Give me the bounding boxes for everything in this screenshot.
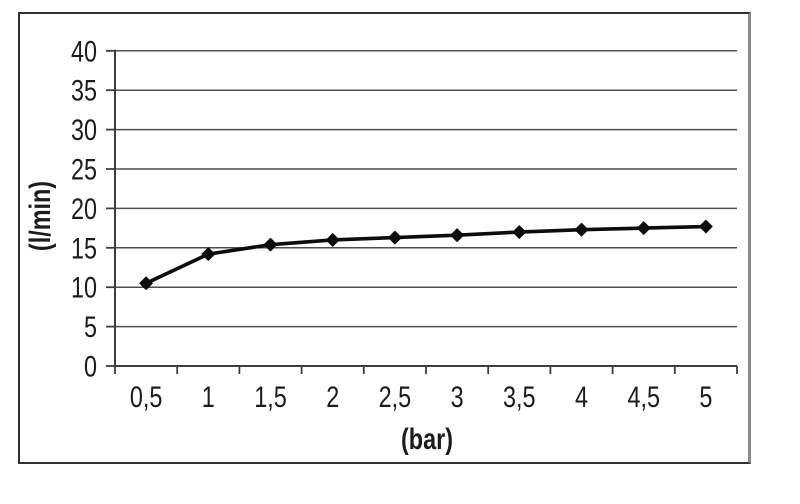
data-point-marker: [139, 276, 153, 291]
y-tick-label-30: 30: [71, 113, 97, 146]
x-tick-label-3: 3: [451, 380, 464, 413]
x-tick-label-3,5: 3,5: [503, 380, 536, 413]
y-tick-label-40: 40: [71, 35, 97, 68]
data-point-marker: [450, 228, 464, 242]
x-tick-label-1,5: 1,5: [254, 380, 287, 413]
y-tick-label-20: 20: [71, 192, 97, 225]
y-axis-title: (l/min): [23, 181, 56, 251]
data-point-marker: [388, 230, 402, 245]
x-tick-label-4,5: 4,5: [627, 380, 660, 413]
x-tick-label-2,5: 2,5: [379, 380, 412, 413]
y-axis-tick-labels: 0 5 10 15 20 25 30 35 40: [71, 35, 97, 384]
data-series: [139, 219, 713, 291]
y-tick-label-35: 35: [71, 74, 97, 107]
x-tick-label-2: 2: [326, 380, 339, 413]
x-axis-title: (bar): [401, 422, 453, 455]
data-point-marker: [636, 221, 651, 235]
data-point-marker: [699, 219, 713, 234]
y-tick-label-0: 0: [84, 350, 97, 383]
data-point-marker: [574, 222, 589, 237]
axis-ticks: [106, 49, 738, 374]
data-point-marker: [201, 247, 216, 261]
x-tick-label-5: 5: [699, 380, 712, 413]
series-line-flow-rate: [144, 224, 708, 286]
x-tick-label-1: 1: [202, 380, 215, 413]
data-point-marker: [512, 225, 527, 239]
y-tick-label-5: 5: [84, 310, 97, 343]
x-tick-label-0,5: 0,5: [130, 380, 163, 413]
y-tick-label-10: 10: [71, 271, 97, 304]
gridlines: [115, 50, 737, 328]
x-axis-tick-labels: 0,5 1 1,5 2 2,5 3 3,5 4 4,5 5: [130, 380, 713, 413]
x-tick-label-4: 4: [575, 380, 588, 413]
y-tick-label-15: 15: [71, 232, 97, 265]
data-point-marker: [263, 237, 278, 252]
y-tick-label-25: 25: [71, 153, 97, 186]
data-point-marker: [325, 233, 340, 247]
